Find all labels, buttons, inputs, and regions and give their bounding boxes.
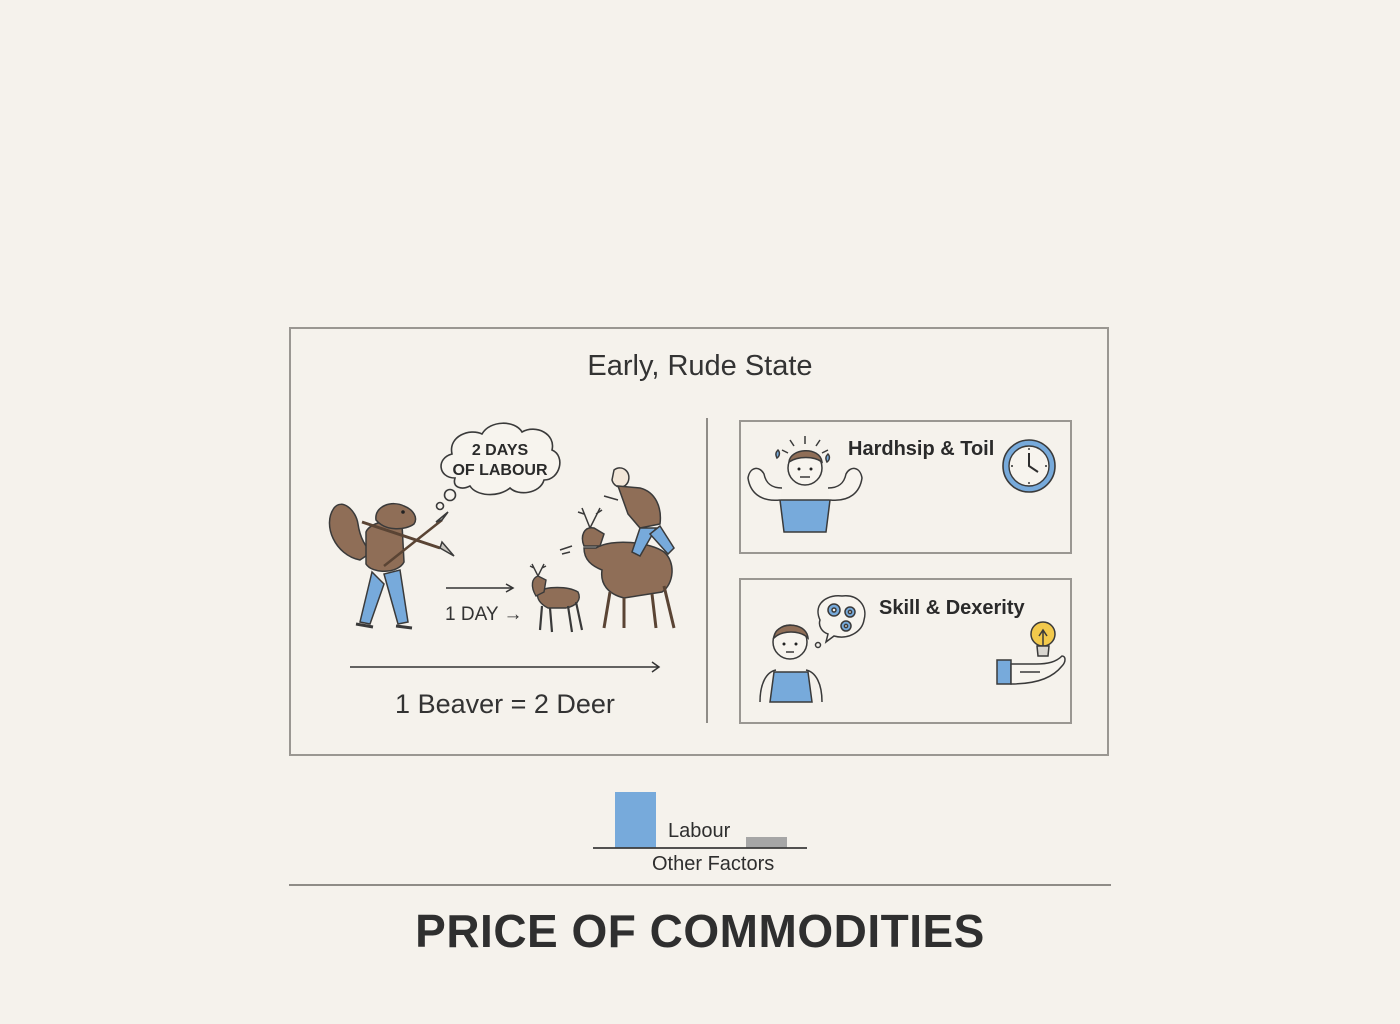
footer-title: PRICE OF COMMODITIES: [415, 905, 985, 957]
skill-panel: [739, 578, 1072, 724]
skill-label: Skill & Dexerity: [879, 597, 1025, 619]
beaver-hunter-icon: [328, 502, 455, 630]
thought-cloud-icon: [435, 422, 561, 511]
diagram-title: Early, Rude State: [587, 350, 813, 382]
one-day-label: 1 DAY →: [445, 604, 523, 625]
cloud-text: 2 DAYS OF LABOUR: [446, 441, 554, 481]
cloud-line-1: 2 DAYS: [471, 442, 529, 459]
labour-bar-chart: [593, 792, 807, 849]
large-deer-with-rider-icon: [559, 467, 676, 629]
diagram-frame: [289, 327, 1109, 756]
other-factors-bar: [746, 837, 787, 848]
thinking-person-icon: [759, 594, 866, 703]
strong-person-icon: [747, 436, 863, 533]
labour-bar: [615, 792, 656, 848]
vertical-divider: [706, 418, 708, 723]
cloud-line-2: OF LABOUR: [452, 462, 548, 479]
hardship-label: Hardhsip & Toil: [848, 438, 995, 460]
equation-label: 1 Beaver = 2 Deer: [395, 689, 615, 719]
clock-icon: [1002, 439, 1056, 493]
small-deer-icon: [529, 563, 584, 633]
hunting-scene: [328, 422, 676, 673]
lightbulb-icon: [996, 621, 1066, 685]
other-factors-label: Other Factors: [652, 853, 775, 875]
hardship-panel: [739, 420, 1072, 554]
footer-divider: [289, 884, 1111, 886]
labour-label: Labour: [668, 820, 731, 842]
